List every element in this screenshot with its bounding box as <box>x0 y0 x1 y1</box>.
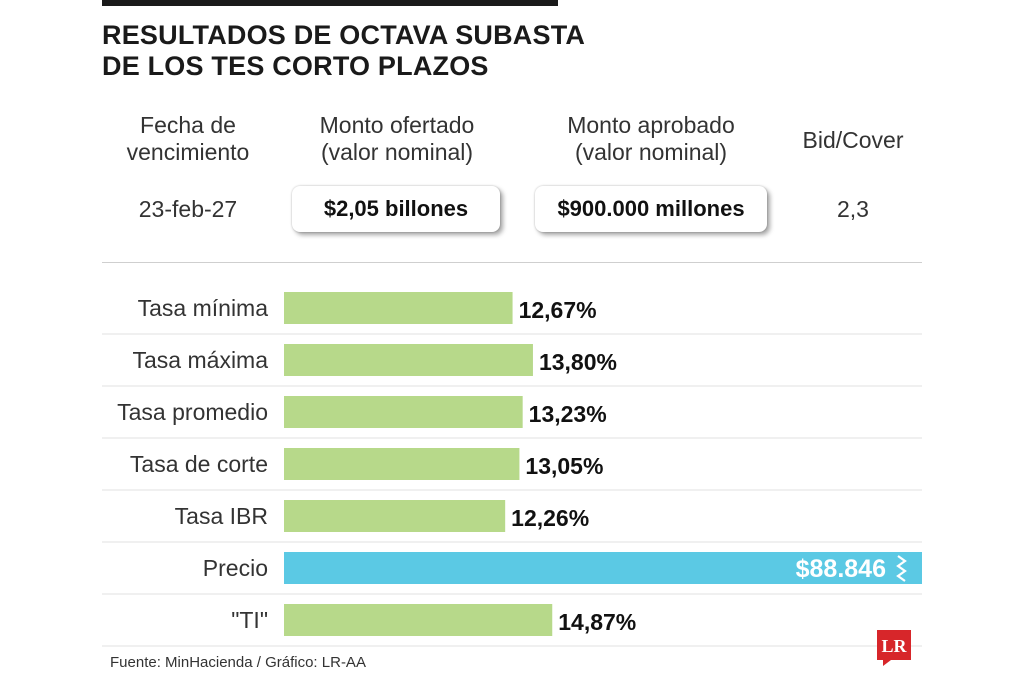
header-monto-aprobado: Monto aprobado (valor nominal) <box>567 112 735 165</box>
source-note: Fuente: MinHacienda / Gráfico: LR-AA <box>110 654 366 671</box>
value-label: 12,26% <box>511 505 589 531</box>
bar <box>284 344 533 376</box>
value-label: 12,67% <box>519 297 597 323</box>
section-divider <box>102 262 922 263</box>
category-label: Tasa de corte <box>130 451 268 477</box>
value-label: 13,05% <box>525 453 603 479</box>
value-label: 14,87% <box>558 609 636 635</box>
monto-aprobado-value: $900.000 millones <box>535 186 767 232</box>
bar <box>284 448 520 480</box>
chart-title: RESULTADOS DE OCTAVA SUBASTA DE LOS TES … <box>102 20 622 82</box>
category-label: "TI" <box>231 607 268 633</box>
bid-cover-value: 2,3 <box>837 196 869 222</box>
header-fecha: Fecha de vencimiento <box>126 112 250 165</box>
category-label: Tasa máxima <box>133 347 269 373</box>
bar <box>284 396 523 428</box>
title-line-1: RESULTADOS DE OCTAVA SUBASTA <box>102 20 586 50</box>
category-label: Tasa promedio <box>117 399 268 425</box>
value-label: 13,23% <box>529 401 607 427</box>
logo-text: LR <box>881 636 907 656</box>
title-line-2: DE LOS TES CORTO PLAZOS <box>102 51 489 81</box>
header-bid-cover: Bid/Cover <box>802 127 904 153</box>
monto-ofertado-value: $2,05 billones <box>292 186 500 232</box>
value-label: $88.846 <box>796 555 886 583</box>
logo-background <box>877 630 911 660</box>
header-monto-ofertado: Monto ofertado (valor nominal) <box>319 112 475 165</box>
logo-tail <box>883 660 891 666</box>
bar-precio <box>284 552 922 584</box>
fecha-value: 23-feb-27 <box>138 196 238 222</box>
bar <box>284 604 553 636</box>
category-label: Precio <box>203 555 268 581</box>
bar <box>284 292 513 324</box>
value-label: 13,80% <box>539 349 617 375</box>
title-rule <box>102 0 558 6</box>
axis-break-icon <box>896 555 907 582</box>
category-label: Tasa IBR <box>175 503 268 529</box>
bar <box>284 500 506 532</box>
category-label: Tasa mínima <box>138 295 269 321</box>
lr-logo: LR <box>877 630 911 666</box>
